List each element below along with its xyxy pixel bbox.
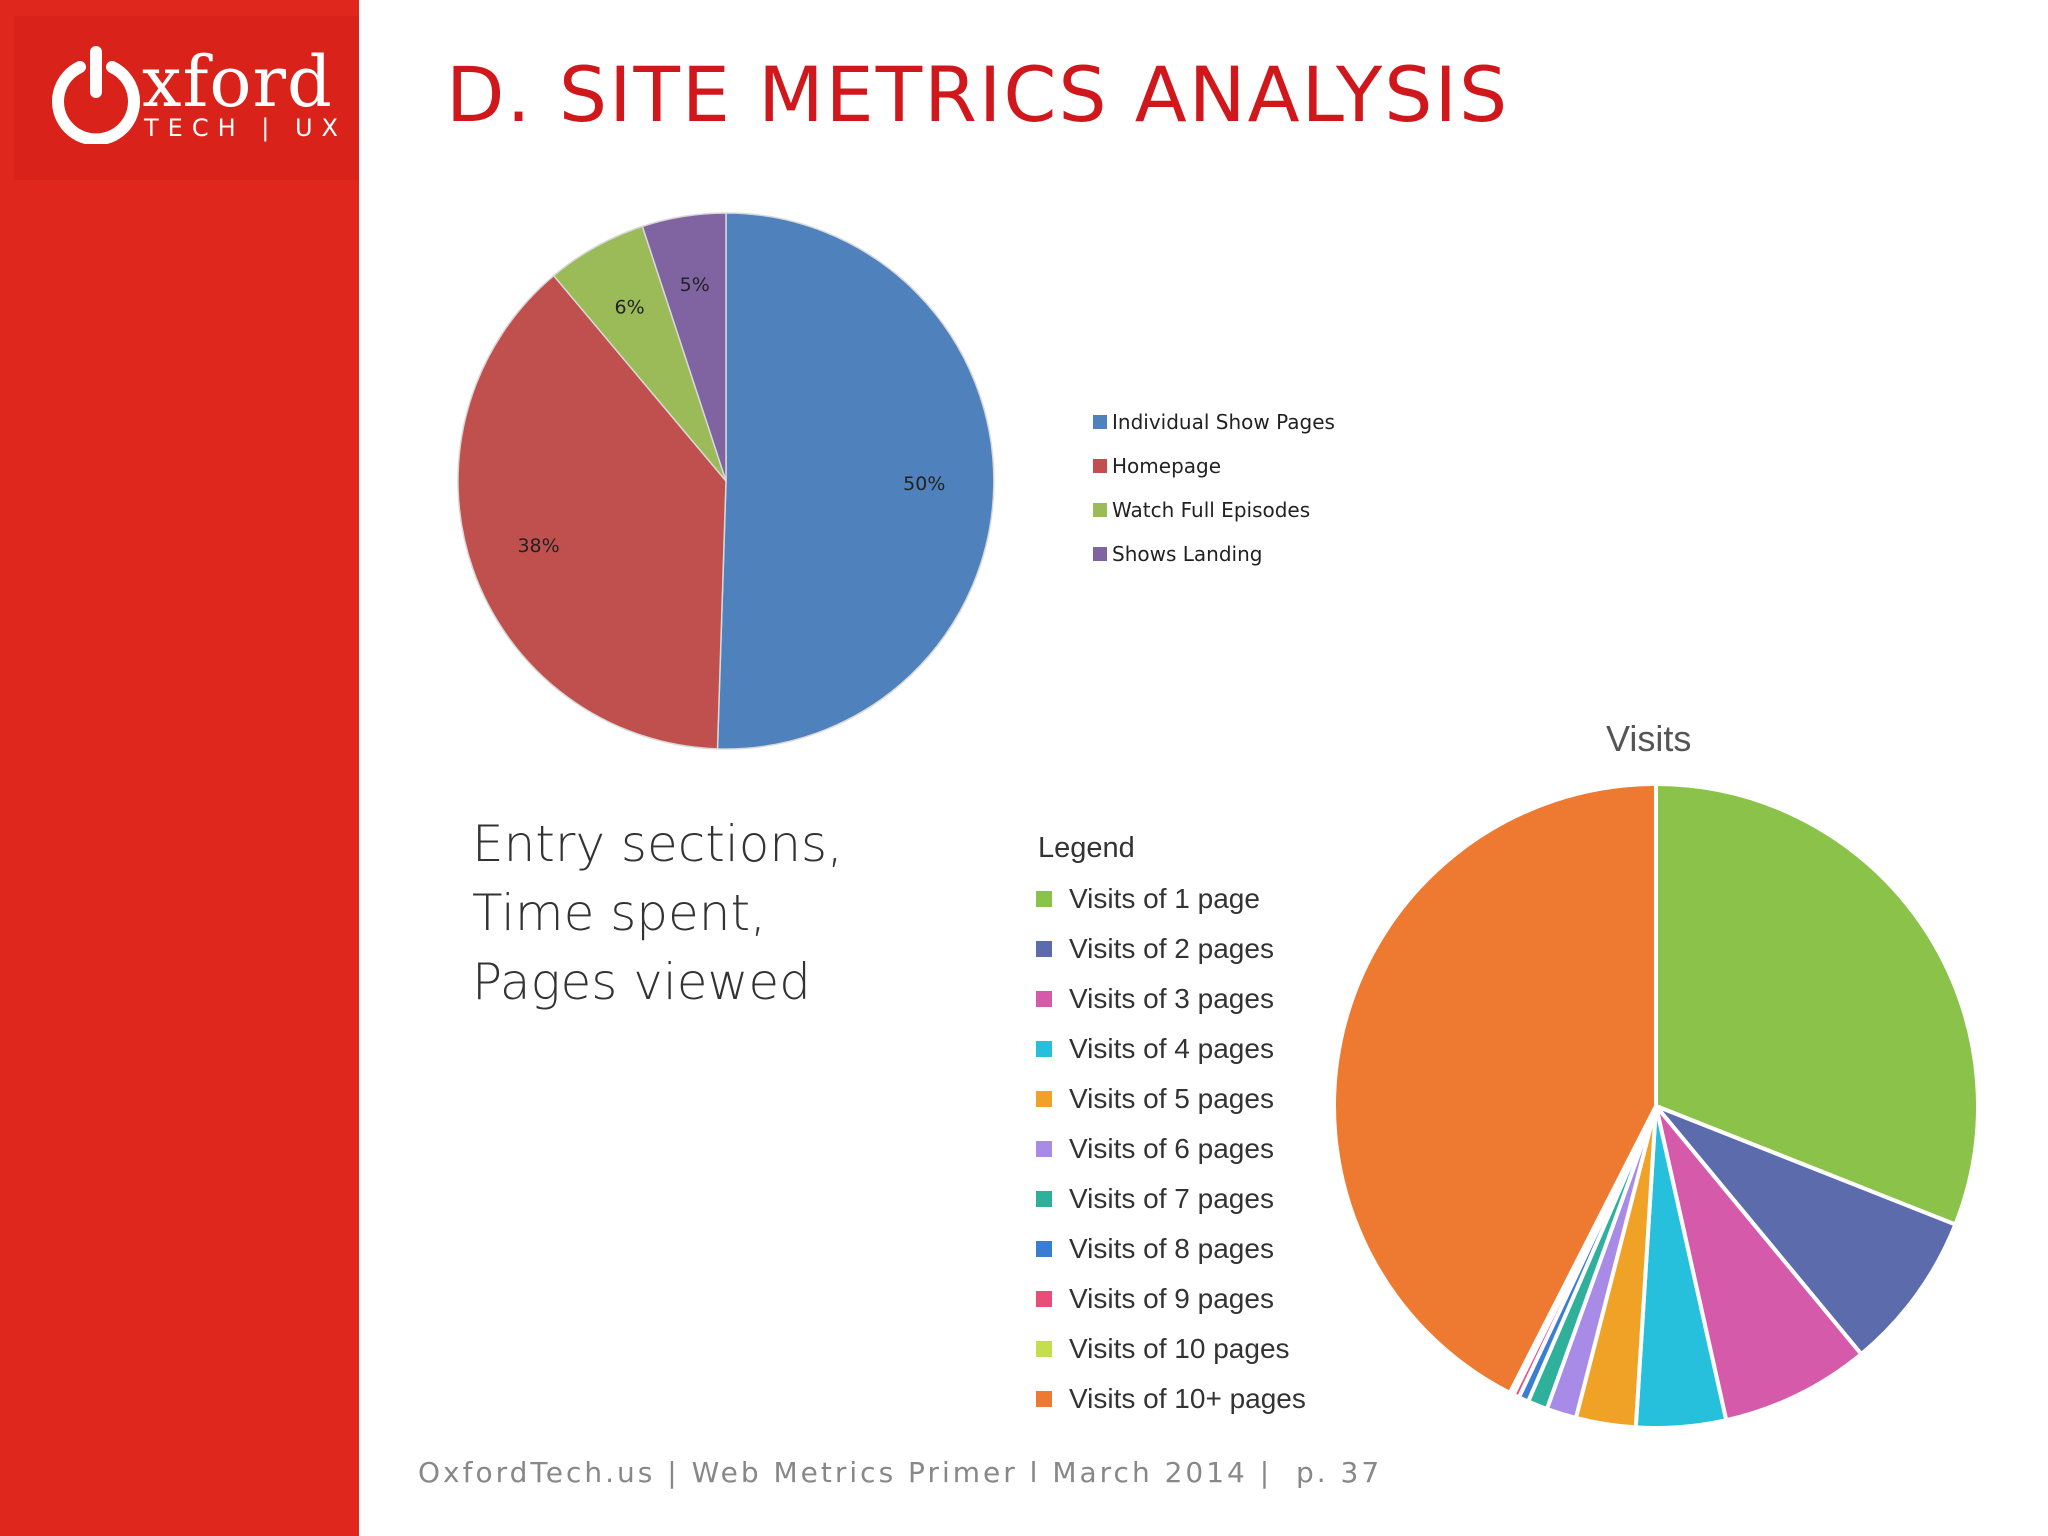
legend-label: Individual Show Pages (1112, 410, 1335, 434)
legend-label: Visits of 5 pages (1069, 1083, 1274, 1114)
legend-swatch (1036, 991, 1052, 1007)
legend-swatch (1036, 1191, 1052, 1207)
legend-label: Visits of 10+ pages (1069, 1383, 1306, 1414)
legend-swatch (1093, 547, 1107, 561)
visits-chart-title: Visits (1606, 718, 1692, 759)
pie-slice-visits-of-10-pages (1332, 782, 1658, 1395)
entry-sections-pie-chart: 50% 38% 6% 5% (457, 212, 995, 750)
legend-item-visits-of-6-pages: Visits of 6 pages (1036, 1124, 1306, 1174)
pie-slice-individual-show-pages (716, 212, 995, 750)
pie-slice-visits-of-2-pages (1654, 1104, 1958, 1357)
data-label-shows-landing: 5% (680, 274, 710, 296)
legend-item-homepage: Homepage (1093, 444, 1335, 488)
legend-label: Visits of 4 pages (1069, 1033, 1274, 1064)
entry-sections-legend: Individual Show Pages Homepage Watch Full … (1093, 400, 1335, 576)
legend-label: Visits of 9 pages (1069, 1283, 1274, 1314)
sidebar: xford TECH | UX (0, 0, 359, 1536)
legend-label: Homepage (1112, 454, 1222, 478)
power-icon (52, 46, 140, 144)
legend-item-shows-landing: Shows Landing (1093, 532, 1335, 576)
legend-swatch (1036, 1141, 1052, 1157)
pie-slice-visits-of-1-page (1654, 782, 1980, 1227)
subtitle-line: Time spent, (472, 884, 766, 942)
legend-swatch (1036, 1091, 1052, 1107)
legend-label: Visits of 3 pages (1069, 983, 1274, 1014)
legend-label: Visits of 10 pages (1069, 1333, 1290, 1364)
subtitle-line: Pages viewed (472, 953, 811, 1011)
data-label-watch-full-episodes: 6% (615, 297, 645, 319)
legend-label: Visits of 8 pages (1069, 1233, 1274, 1264)
data-label-homepage: 38% (517, 535, 559, 557)
visits-pie-chart (1332, 782, 1980, 1430)
legend-item-visits-of-1-page: Visits of 1 page (1036, 874, 1306, 924)
legend-item-visits-of-9-pages: Visits of 9 pages (1036, 1274, 1306, 1324)
legend-swatch (1036, 891, 1052, 907)
pie-slice-homepage (457, 274, 727, 750)
legend-swatch (1036, 1241, 1052, 1257)
legend-label: Shows Landing (1112, 542, 1263, 566)
slide-subtitle: Entry sections, Time spent, Pages viewed (472, 810, 843, 1017)
legend-item-visits-of-7-pages: Visits of 7 pages (1036, 1174, 1306, 1224)
legend-label: Visits of 7 pages (1069, 1183, 1274, 1214)
oxford-tech-logo: xford TECH | UX (14, 16, 359, 180)
footer: OxfordTech.us | Web Metrics Primer l Mar… (418, 1456, 1383, 1489)
legend-item-watch-full-episodes: Watch Full Episodes (1093, 488, 1335, 532)
pie-slice-shows-landing (641, 212, 727, 482)
visits-legend: Visits of 1 page Visits of 2 pages Visits … (1036, 874, 1306, 1424)
legend-swatch (1036, 1291, 1052, 1307)
legend-item-visits-of-4-pages: Visits of 4 pages (1036, 1024, 1306, 1074)
legend-item-visits-of-5-pages: Visits of 5 pages (1036, 1074, 1306, 1124)
legend-item-visits-of-10-pages: Visits of 10+ pages (1036, 1374, 1306, 1424)
legend-swatch (1036, 1391, 1052, 1407)
legend-label: Visits of 6 pages (1069, 1133, 1274, 1164)
legend-item-individual-show-pages: Individual Show Pages (1093, 400, 1335, 444)
data-label-individual-show-pages: 50% (903, 473, 945, 495)
legend-swatch (1093, 459, 1107, 473)
legend-label: Watch Full Episodes (1112, 498, 1311, 522)
logo-subtitle: TECH | UX (144, 114, 347, 142)
legend-item-visits-of-8-pages: Visits of 8 pages (1036, 1224, 1306, 1274)
legend-item-visits-of-3-pages: Visits of 3 pages (1036, 974, 1306, 1024)
legend-swatch (1036, 1341, 1052, 1357)
legend-item-visits-of-2-pages: Visits of 2 pages (1036, 924, 1306, 974)
legend-label: Visits of 1 page (1069, 883, 1260, 914)
legend-label: Visits of 2 pages (1069, 933, 1274, 964)
legend-swatch (1036, 941, 1052, 957)
logo-wordmark: xford (142, 41, 333, 123)
subtitle-line: Entry sections, (472, 815, 843, 873)
page-title: D. SITE METRICS ANALYSIS (446, 50, 1510, 139)
legend-swatch (1093, 503, 1107, 517)
legend-swatch (1036, 1041, 1052, 1057)
pie-slice-visits-of-3-pages (1654, 1104, 1864, 1423)
legend-swatch (1093, 415, 1107, 429)
visits-legend-title: Legend (1038, 832, 1135, 864)
legend-item-visits-of-10-pages: Visits of 10 pages (1036, 1324, 1306, 1374)
